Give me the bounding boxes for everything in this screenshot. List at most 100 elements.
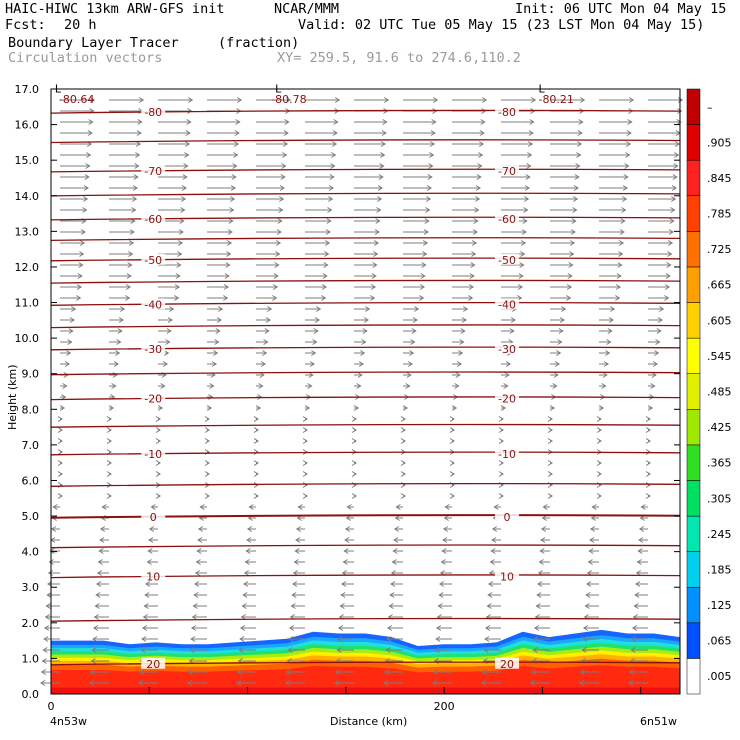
vector-arrowhead <box>314 317 320 323</box>
vector-arrowhead <box>483 647 489 653</box>
vector-arrowhead <box>647 405 654 411</box>
vector-arrowhead <box>627 119 633 125</box>
vector-arrowhead <box>356 383 362 389</box>
vector-arrowhead <box>83 196 89 202</box>
vector-arrowhead <box>304 405 311 411</box>
vector-arrowhead <box>620 218 626 224</box>
vector-arrowhead <box>283 130 289 136</box>
vector-arrowhead <box>431 119 437 125</box>
vector-arrowhead <box>645 438 651 444</box>
vector-arrowhead <box>596 438 602 444</box>
vector-arrowhead <box>659 306 665 312</box>
vector-arrowhead <box>468 284 475 290</box>
vector-arrowhead <box>45 603 51 609</box>
vector-arrowhead <box>569 240 576 246</box>
vector-arrowhead <box>443 515 449 521</box>
vector-arrowhead <box>388 603 394 609</box>
vector-arrowhead <box>523 207 529 213</box>
contour-label: -20 <box>498 393 516 406</box>
vector-arrowhead <box>267 306 273 312</box>
vector-arrowhead <box>258 383 264 389</box>
vector-arrowhead <box>635 581 641 587</box>
vector-arrowhead <box>302 482 308 488</box>
y-axis-label: Height (km) <box>6 364 19 430</box>
vector-arrowhead <box>194 570 201 576</box>
vector-arrowhead <box>456 361 463 367</box>
vector-arrowhead <box>673 163 679 169</box>
vector-arrowhead <box>530 97 537 103</box>
vector-arrowhead <box>412 317 418 323</box>
colorbar-label: .305 <box>707 492 732 505</box>
vector-arrowhead <box>204 493 210 499</box>
vector-arrowhead <box>236 97 243 103</box>
vector-arrowhead <box>389 592 395 598</box>
vector-arrowhead <box>57 416 63 422</box>
vector-arrowhead <box>280 174 286 180</box>
vector-arrowhead <box>463 306 469 312</box>
vector-arrowhead <box>328 196 334 202</box>
vector-arrowhead <box>435 625 442 631</box>
vector-arrowhead <box>246 537 252 543</box>
vector-arrowhead <box>326 218 332 224</box>
y-tick-label: 14.0 <box>15 190 40 203</box>
vector-arrowhead <box>391 559 397 565</box>
vector-arrowhead <box>85 163 91 169</box>
vector-arrowhead <box>498 438 504 444</box>
colorbar-swatch <box>686 231 701 268</box>
vector-arrowhead <box>138 680 144 686</box>
vector-arrowhead <box>199 504 205 510</box>
vector-arrowhead <box>79 251 85 257</box>
vector-arrowhead <box>554 361 561 367</box>
fcst-value: 20 h <box>64 17 97 33</box>
vector-arrowhead <box>117 328 123 334</box>
vector-arrowhead <box>351 493 357 499</box>
vector-arrowhead <box>332 130 338 136</box>
vector-arrowhead <box>328 185 334 191</box>
vector-arrowhead <box>402 405 409 411</box>
vector-arrowhead <box>449 493 455 499</box>
vector-arrowhead <box>351 460 357 466</box>
vector-arrowhead <box>569 251 575 257</box>
vector-arrowhead <box>556 350 562 356</box>
vector-arrowhead <box>150 504 156 510</box>
vector-arrowhead <box>106 460 112 466</box>
contour-label: 10 <box>500 571 514 584</box>
contour-label: -10 <box>144 448 162 461</box>
extrema-label: -80.78 <box>271 93 306 106</box>
vector-arrowhead <box>292 581 298 587</box>
colorbar-label: .125 <box>707 599 732 612</box>
vector-arrowhead <box>394 515 400 521</box>
vector-arrowhead <box>674 152 680 158</box>
vector-arrowhead <box>373 251 379 257</box>
contour-line <box>50 371 681 376</box>
vector-arrowhead <box>235 119 241 125</box>
vector-arrowhead <box>638 537 644 543</box>
vector-arrowhead <box>206 405 213 411</box>
vector-arrowhead <box>533 625 540 631</box>
vector-arrowhead <box>377 196 383 202</box>
tracer-band-8 <box>51 665 680 694</box>
vector-arrowhead <box>204 438 210 444</box>
vector-arrowhead <box>637 548 643 554</box>
vector-arrowhead <box>106 427 112 433</box>
vector-arrowhead <box>624 163 630 169</box>
vector-arrowhead <box>351 427 357 433</box>
vector-arrowhead <box>498 471 504 477</box>
colorbar-label: .365 <box>707 457 732 470</box>
vector-arrowhead <box>76 295 82 301</box>
contour-label: 0 <box>150 511 157 524</box>
x-axis-label: Distance (km) <box>330 715 407 728</box>
contour-line <box>50 279 681 284</box>
vector-arrowhead <box>309 361 316 367</box>
vector-arrowhead <box>292 570 299 576</box>
vector-arrowhead <box>552 383 558 389</box>
vector-arrowhead <box>43 625 50 631</box>
vector-arrowhead <box>406 372 412 378</box>
vector-arrowhead <box>665 273 671 279</box>
vector-arrowhead <box>603 361 610 367</box>
vector-arrowhead <box>566 295 572 301</box>
vector-arrowhead <box>337 625 344 631</box>
vector-arrowhead <box>277 218 283 224</box>
vector-arrowhead <box>181 196 187 202</box>
vector-arrowhead <box>145 581 151 587</box>
